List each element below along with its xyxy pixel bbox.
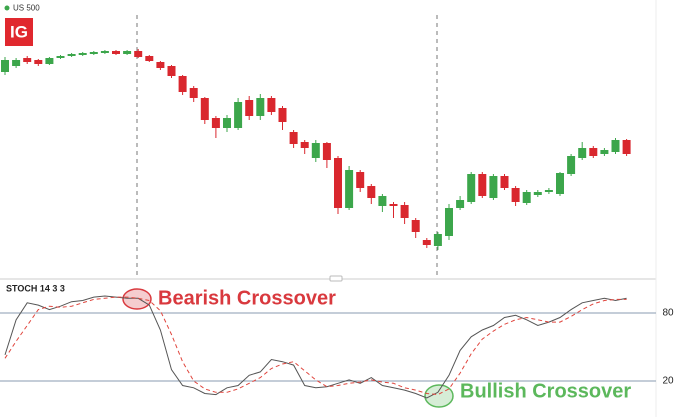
stoch-line <box>4 295 627 399</box>
candle-body <box>45 58 54 64</box>
bullish-highlight <box>424 384 454 408</box>
candle-body <box>289 132 298 144</box>
candle-body <box>1 60 9 72</box>
candle-body <box>200 98 209 120</box>
candle-body <box>378 196 387 206</box>
indicator-title: STOCH 14 3 3 <box>6 283 65 293</box>
annotation: Bearish Crossover <box>158 287 336 309</box>
candle-body <box>23 58 32 62</box>
candle-body <box>123 51 132 54</box>
candle-body <box>422 240 431 245</box>
logo: IG <box>10 22 28 41</box>
candle-body <box>34 60 43 64</box>
y-tick-label: 80 <box>662 308 674 319</box>
candle-body <box>622 140 631 154</box>
candle-body <box>411 220 420 232</box>
candle-body <box>12 60 21 66</box>
candle-body <box>445 208 453 236</box>
bearish-highlight <box>122 288 152 310</box>
candle-body <box>100 51 109 53</box>
candle-body <box>322 143 331 160</box>
candle-body <box>156 62 165 68</box>
annotation: Bullish Crossover <box>460 380 631 402</box>
candle-body <box>67 54 76 56</box>
candle-body <box>211 118 220 128</box>
panel-handle <box>329 275 343 282</box>
candle-body <box>467 174 476 202</box>
candle-body <box>56 56 65 58</box>
candle-body <box>478 174 487 196</box>
candle-body <box>278 108 287 122</box>
candle-body <box>533 192 542 195</box>
candle-body <box>600 150 609 154</box>
candle-body <box>78 53 87 55</box>
candle-body <box>367 186 376 198</box>
candle-body <box>522 192 531 203</box>
candle-body <box>134 51 143 57</box>
candle-body <box>89 52 98 54</box>
candle-body <box>223 118 231 128</box>
candle-body <box>145 56 154 61</box>
candle-body <box>300 142 309 148</box>
candle-body <box>500 176 509 188</box>
candle-body <box>556 173 564 194</box>
candle-body <box>400 205 409 218</box>
candle-body <box>189 88 198 98</box>
logo-box <box>5 18 33 46</box>
candle-body <box>433 234 442 246</box>
candle-body <box>489 176 498 198</box>
candle-body <box>112 51 120 54</box>
candle-body <box>356 172 365 188</box>
candle-body <box>256 98 265 116</box>
instrument-title: US 500 <box>13 4 40 13</box>
candle-body <box>567 156 576 174</box>
candle-body <box>167 66 176 76</box>
candle-body <box>234 102 243 128</box>
candle-body <box>611 140 620 152</box>
candle-body <box>245 100 254 116</box>
candle-body <box>511 188 520 202</box>
candle-body <box>178 76 187 92</box>
candle-body <box>544 190 553 192</box>
candle-body <box>334 158 342 208</box>
candle-body <box>389 204 398 206</box>
candle-body <box>589 148 598 156</box>
candle-body <box>267 98 276 112</box>
y-tick-label: 20 <box>662 376 674 387</box>
candle-body <box>345 170 354 208</box>
candle-body <box>456 200 465 208</box>
candle-body <box>578 148 587 158</box>
candle-body <box>311 143 320 158</box>
status-dot <box>4 5 10 11</box>
